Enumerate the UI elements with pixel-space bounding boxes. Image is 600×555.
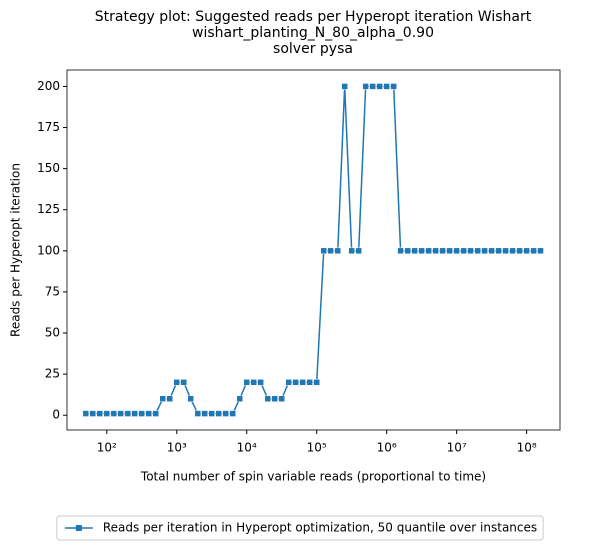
x-tick-label: 10⁴ [237,441,257,455]
marker [537,247,544,255]
marker [166,395,173,403]
marker [327,247,334,255]
marker [229,410,236,417]
marker [243,379,250,386]
marker [313,379,320,386]
x-tick-label: 10⁷ [447,441,467,455]
marker [89,410,97,417]
marker [194,410,202,417]
marker [355,247,362,255]
legend: Reads per iteration in Hyperopt optimiza… [56,515,544,541]
marker [173,379,181,386]
marker [145,410,153,417]
x-tick-label: 10⁶ [377,441,397,455]
marker [369,83,376,90]
marker [334,247,342,255]
y-tick-label: 75 [45,284,60,298]
x-tick-label: 10² [97,441,117,455]
marker [82,410,90,417]
marker [341,83,348,90]
marker [222,410,229,417]
y-axis-label: Reads per Hyperopt iteration [9,163,23,337]
marker [397,247,404,255]
chart-title: wishart_planting_N_80_alpha_0.90 [192,25,434,41]
marker [236,395,243,403]
marker [180,379,188,386]
marker [495,247,502,255]
marker [271,395,278,403]
x-tick-label: 10⁸ [517,441,537,455]
marker [523,247,530,255]
y-tick-label: 0 [52,408,60,422]
marker [404,247,411,255]
plot-frame [66,69,561,431]
marker [159,395,167,403]
marker [117,410,124,417]
marker [474,247,481,255]
marker [285,379,292,386]
marker [250,379,258,386]
marker [348,247,355,255]
y-tick-label: 200 [37,79,60,93]
marker [299,379,306,386]
marker [446,247,453,255]
marker [481,247,488,255]
marker [320,247,327,255]
marker [306,379,313,386]
marker [425,247,432,255]
marker [103,410,111,417]
legend-label: Reads per iteration in Hyperopt optimiza… [103,521,537,535]
x-axis-label: Total number of spin variable reads (pro… [140,470,486,484]
marker [390,83,397,90]
chart-title: Strategy plot: Suggested reads per Hyper… [95,9,532,25]
marker [502,247,509,255]
marker [432,247,439,255]
marker [362,83,369,90]
y-tick-label: 100 [37,243,60,257]
marker [453,247,460,255]
marker [278,395,285,403]
marker [530,247,537,255]
marker [187,395,194,403]
marker [467,247,474,255]
chart-title: solver pysa [273,41,353,57]
marker [96,410,104,417]
y-tick-label: 50 [45,326,60,340]
marker [516,247,523,255]
marker [460,247,467,255]
marker [124,410,132,417]
x-tick-label: 10³ [167,441,187,455]
marker [201,410,208,417]
marker [292,379,299,386]
y-tick-label: 150 [37,161,60,175]
legend-frame [56,515,544,541]
marker [208,410,215,417]
marker [439,247,446,255]
y-tick-label: 175 [37,120,60,134]
marker [152,410,160,417]
marker [257,379,264,386]
marker [110,410,118,417]
marker [131,410,139,417]
x-tick-label: 10⁵ [307,441,327,455]
marker [264,395,272,403]
marker [411,247,418,255]
marker [418,247,425,255]
legend-marker [75,525,82,531]
marker [509,247,516,255]
y-tick-label: 125 [37,202,60,216]
marker [215,410,222,417]
y-tick-label: 25 [45,367,60,381]
marker [383,83,390,90]
marker [376,83,383,90]
marker [488,247,495,255]
marker [138,410,146,417]
